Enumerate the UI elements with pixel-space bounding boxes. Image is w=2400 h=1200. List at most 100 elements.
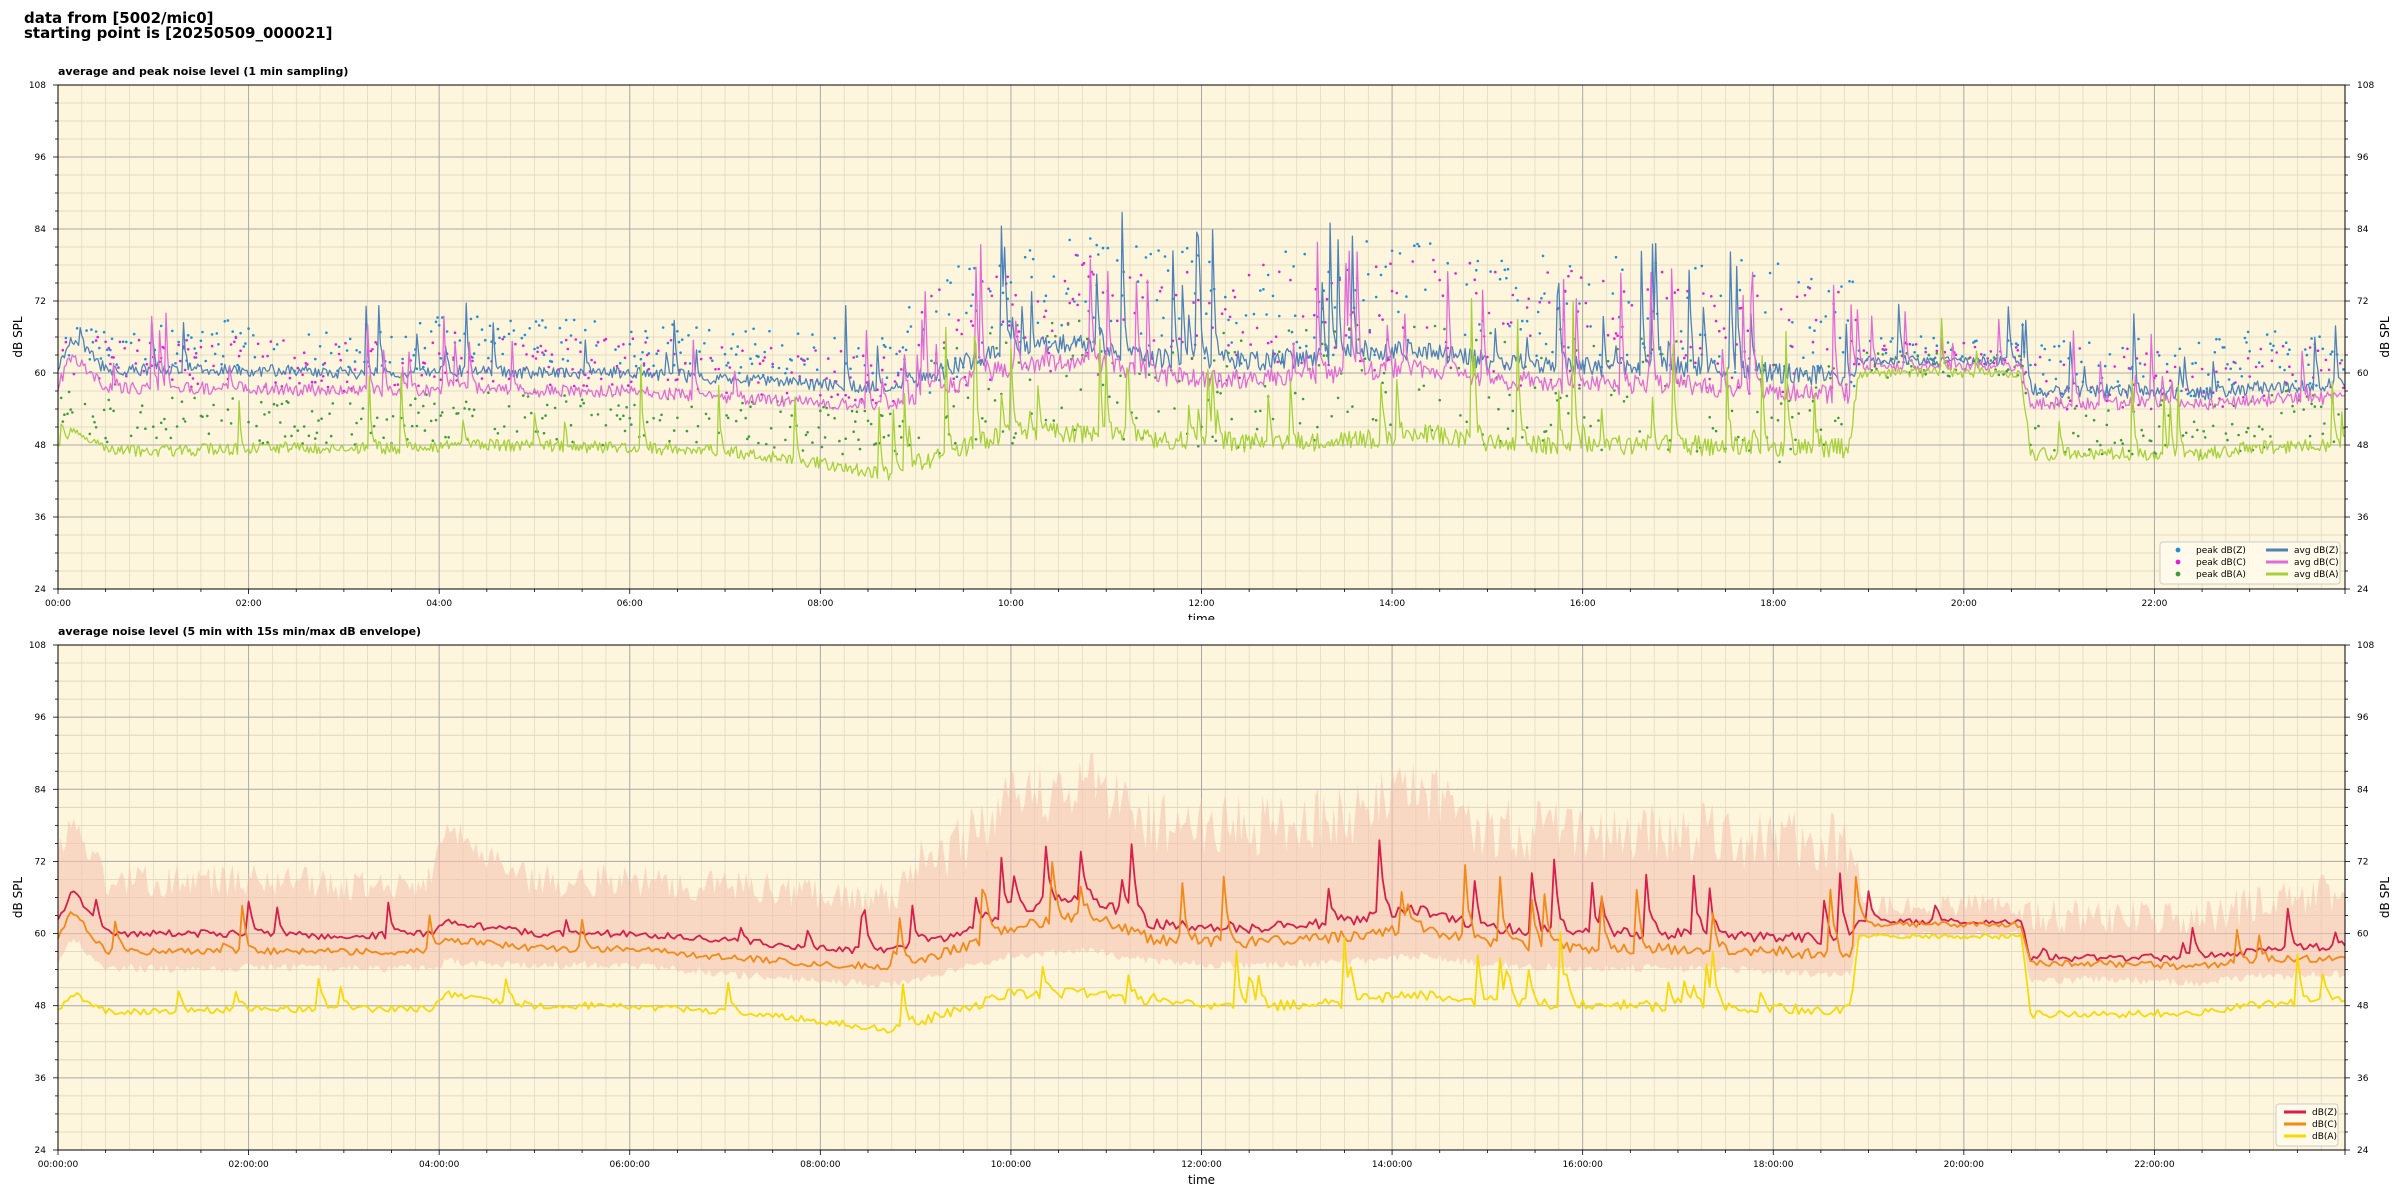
peak-point [2105, 423, 2109, 427]
peak-point [1097, 253, 1100, 256]
peak-point [1698, 333, 1702, 337]
peak-point [236, 363, 239, 367]
peak-point [501, 337, 505, 341]
peak-point [1417, 388, 1421, 391]
y-axis-label-right: dB SPL [2378, 316, 2392, 358]
peak-point [1622, 400, 1626, 403]
peak-point [1060, 323, 1063, 327]
chart-title: average noise level (5 min with 15s min/… [58, 625, 421, 638]
peak-point [812, 346, 816, 349]
peak-point [1598, 353, 1602, 357]
peak-point [1714, 319, 1718, 323]
peak-point [423, 346, 427, 350]
peak-point [391, 415, 395, 418]
peak-point [1791, 345, 1794, 349]
series-peak-db-z--points [64, 237, 2345, 398]
peak-point [892, 399, 895, 403]
peak-point [307, 333, 311, 336]
peak-point [1360, 369, 1364, 372]
peak-point [1066, 323, 1070, 326]
peak-point [1190, 356, 1194, 360]
peak-point [61, 348, 65, 352]
peak-point [88, 432, 92, 436]
peak-point [528, 327, 531, 330]
peak-point [1508, 324, 1511, 328]
peak-point [498, 336, 501, 340]
peak-point [201, 330, 204, 334]
peak-point [893, 380, 897, 383]
y-tick-label-left: 96 [35, 713, 47, 723]
peak-point [1433, 324, 1437, 328]
peak-point [1266, 273, 1270, 277]
peak-point [876, 388, 879, 392]
peak-point [1449, 366, 1453, 370]
peak-point [1425, 326, 1429, 329]
peak-point [507, 377, 511, 381]
peak-point [2310, 337, 2313, 340]
legend-label: peak dB(C) [2196, 558, 2246, 568]
peak-point [738, 371, 741, 375]
peak-point [703, 342, 706, 345]
peak-point [67, 390, 71, 394]
peak-point [1046, 334, 1049, 338]
peak-point [707, 328, 711, 332]
peak-point [1139, 273, 1143, 277]
peak-point [2024, 371, 2028, 374]
peak-point [1519, 384, 1522, 387]
y-tick-label-left: 72 [35, 297, 46, 307]
peak-point [256, 342, 260, 346]
peak-point [1776, 262, 1780, 266]
y-tick-label-right: 36 [2357, 1074, 2369, 1084]
peak-point [2191, 435, 2194, 439]
peak-point [1583, 416, 1586, 419]
peak-point [266, 441, 269, 444]
legend-label: peak dB(Z) [2196, 546, 2246, 556]
peak-point [1438, 278, 1441, 282]
peak-point [2137, 337, 2140, 341]
peak-point [439, 357, 443, 360]
peak-point [1060, 406, 1063, 410]
peak-point [1881, 353, 1885, 356]
peak-point [645, 353, 649, 357]
peak-point [1713, 359, 1716, 363]
peak-point [2283, 368, 2286, 372]
peak-point [1001, 320, 1005, 324]
peak-point [1567, 274, 1570, 278]
x-tick-label: 22:00 [2141, 599, 2167, 609]
peak-point [1506, 427, 1510, 431]
peak-point [2024, 391, 2028, 395]
peak-point [1171, 351, 1175, 354]
peak-point [1384, 390, 1387, 394]
peak-point [725, 364, 728, 367]
peak-point [247, 327, 250, 330]
peak-point [1883, 344, 1886, 348]
peak-point [423, 429, 427, 432]
peak-point [566, 359, 570, 363]
peak-point [1081, 263, 1084, 267]
peak-point [871, 371, 874, 375]
peak-point [960, 332, 963, 336]
peak-point [2308, 346, 2312, 349]
peak-point [1840, 422, 1843, 426]
peak-point [1587, 283, 1591, 286]
peak-point [1052, 275, 1056, 278]
peak-point [2308, 434, 2312, 438]
peak-point [1441, 294, 1445, 298]
peak-point [1076, 303, 1079, 307]
peak-point [1889, 340, 1893, 343]
peak-point [680, 338, 684, 342]
peak-point [190, 385, 193, 389]
peak-point [704, 412, 708, 416]
peak-point [668, 439, 671, 443]
peak-point [159, 421, 163, 425]
peak-point [1625, 395, 1629, 399]
peak-point [582, 384, 585, 387]
peak-point [447, 436, 451, 439]
peak-point [199, 339, 203, 343]
peak-point [523, 416, 527, 419]
peak-point [571, 368, 574, 371]
peak-point [2318, 335, 2321, 339]
peak-point [2269, 435, 2272, 438]
peak-point [1994, 368, 1997, 371]
peak-point [314, 380, 317, 384]
